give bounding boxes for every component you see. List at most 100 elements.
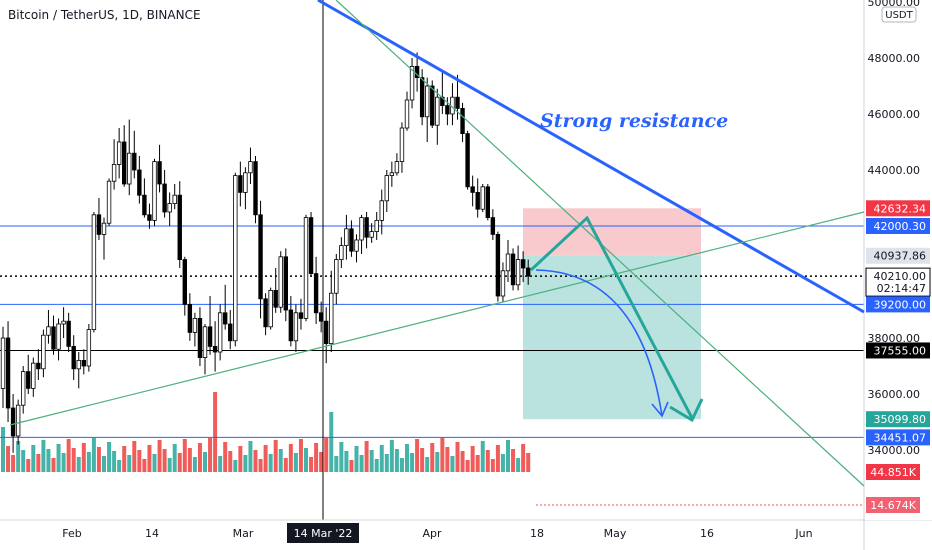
level-39200-tag	[866, 296, 930, 313]
candle-body	[349, 228, 354, 252]
volume-bar	[102, 456, 106, 472]
candle-body	[222, 312, 228, 325]
volume-label: 14.674K	[870, 499, 916, 512]
drawings[interactable]	[9, 0, 865, 487]
volume-bar	[268, 454, 273, 472]
candle-body	[359, 217, 364, 241]
volume-label: 44.851K	[870, 466, 916, 479]
stop-loss-zone[interactable]	[523, 208, 701, 256]
volume-bar	[319, 452, 324, 472]
candle-body	[526, 267, 531, 277]
candle-body	[132, 152, 137, 171]
volume-bar	[309, 457, 314, 472]
volume-bar	[304, 448, 308, 472]
volume-bar	[288, 444, 293, 472]
volume-bar	[440, 438, 445, 472]
candle-body	[212, 345, 218, 353]
candle-body	[177, 194, 182, 260]
candle-body	[308, 217, 314, 275]
candle-body	[329, 292, 334, 345]
time-tick-label: 16	[700, 527, 714, 540]
candle-body	[137, 169, 142, 196]
ascending-trendline[interactable]	[9, 211, 865, 426]
stop-price-label: 42632.34	[874, 202, 927, 215]
volume-bar	[278, 449, 283, 472]
crosshair-time-tag	[287, 523, 359, 543]
resistance-trendline[interactable]	[317, 0, 865, 314]
volume-bar	[384, 454, 389, 472]
volume-bar	[263, 445, 268, 472]
candle-body	[334, 259, 339, 294]
candle-body	[111, 163, 117, 182]
candle-body	[369, 231, 374, 238]
price-axis[interactable]: 50000.00 48000.00 46000.00 44000.00 38000.00…	[865, 0, 932, 520]
candle-body	[71, 345, 76, 370]
volume-bar	[420, 448, 425, 472]
price-tick-label: 44000.00	[868, 164, 921, 177]
price-tick-label: 46000.00	[868, 108, 921, 121]
take-profit-zone[interactable]	[523, 255, 701, 420]
volume-bar	[238, 446, 243, 472]
candle-body	[430, 85, 435, 126]
volume-bar	[369, 450, 374, 472]
time-tick-label: May	[604, 527, 627, 540]
countdown-label: 02:14:47	[877, 282, 926, 295]
volume-bar	[91, 438, 96, 472]
candle-body	[253, 161, 258, 216]
time-axis[interactable]: Feb 14 Mar 14 Mar '22 Apr 18 May 16 Jun	[62, 523, 813, 543]
curved-arrow[interactable]	[535, 269, 663, 417]
volume-bar	[298, 439, 303, 472]
volume-bar	[46, 449, 51, 472]
arrowhead	[669, 398, 704, 423]
volume-bar	[516, 458, 521, 472]
volume-bar	[86, 452, 91, 472]
curved-arrowhead	[651, 401, 669, 418]
candle-body	[202, 326, 208, 358]
volume-bar	[147, 445, 152, 472]
volume-bar	[445, 447, 450, 472]
candle-body	[465, 133, 470, 188]
candle-body	[404, 99, 410, 129]
candle-body	[41, 334, 46, 370]
volume-bar	[172, 444, 177, 472]
volume-bar	[490, 459, 495, 472]
candle-body	[51, 326, 56, 350]
candle-body	[197, 317, 203, 358]
projection-arrow[interactable]	[529, 215, 694, 419]
candle-body	[228, 323, 233, 342]
volume-bar	[253, 450, 258, 472]
volume-bar	[197, 443, 202, 472]
level-42000-label: 42000.30	[874, 220, 927, 233]
candle-body	[233, 175, 238, 342]
candle-body	[268, 289, 273, 328]
candle-body	[399, 127, 405, 162]
candle-body	[520, 259, 526, 269]
candle-body	[217, 312, 223, 353]
candle-body	[167, 203, 172, 213]
candle-body	[419, 77, 425, 118]
volume-bar	[112, 451, 117, 472]
volume-bar	[51, 458, 56, 472]
candle-body	[389, 172, 395, 177]
volume-bar	[495, 445, 500, 472]
candle-body	[283, 256, 288, 311]
price-tick-label: 48000.00	[868, 52, 921, 65]
candle-body	[470, 186, 475, 193]
last-price-label: 40210.00	[874, 270, 927, 283]
volume-bar	[243, 455, 248, 472]
candle-body	[445, 105, 450, 115]
position-tool[interactable]	[523, 208, 701, 420]
time-tick-label: Apr	[422, 527, 442, 540]
volume-bar	[21, 450, 26, 472]
currency-badge[interactable]	[881, 6, 917, 23]
time-tick-label: Mar	[233, 527, 254, 540]
volume-bar	[470, 446, 475, 472]
candle-body	[46, 326, 51, 336]
volume-bar	[430, 443, 435, 472]
candlesticks	[0, 52, 531, 453]
candle-body	[187, 303, 193, 333]
strong-resistance-annotation[interactable]: Strong resistance	[540, 110, 728, 132]
candle-body	[172, 194, 177, 204]
candle-body	[76, 359, 81, 370]
